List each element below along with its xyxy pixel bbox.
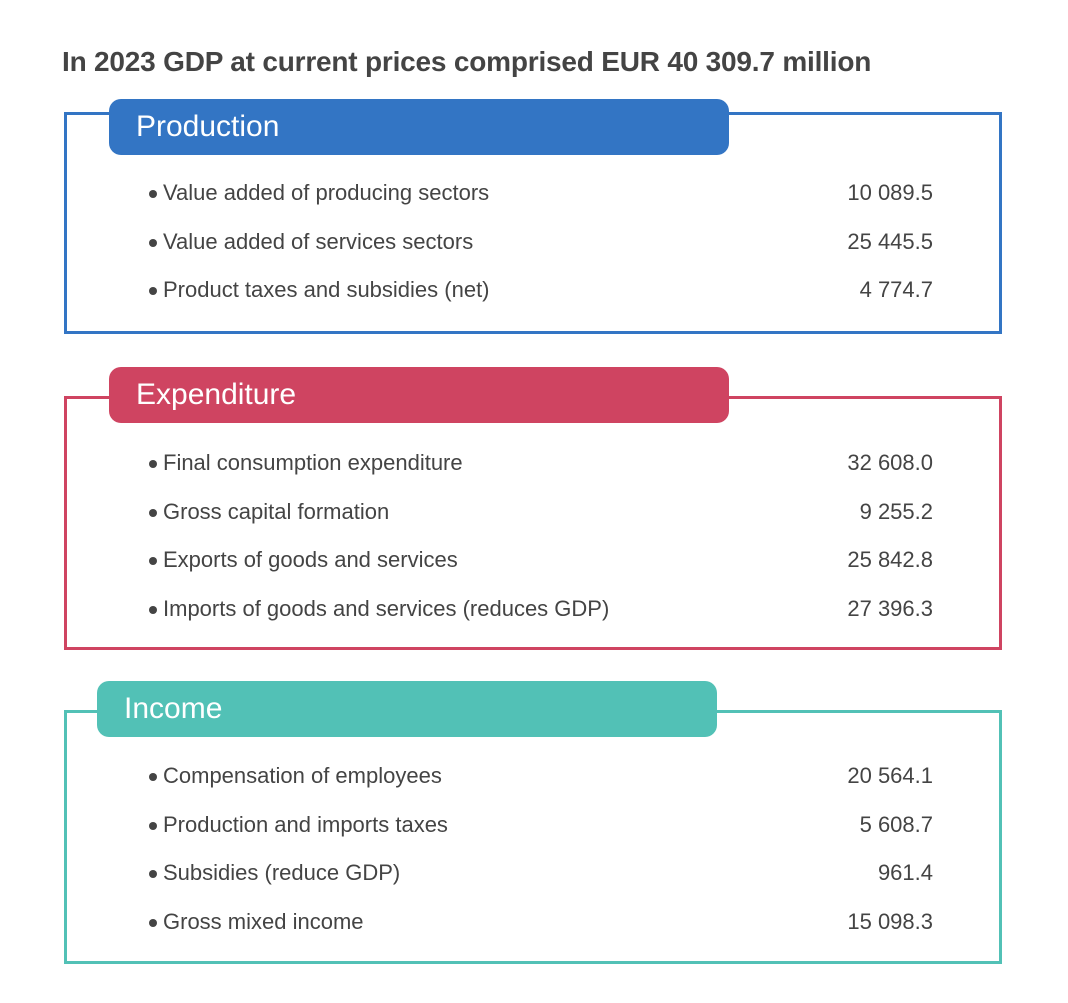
item-label: Product taxes and subsidies (net) [163, 277, 490, 302]
item-label: Production and imports taxes [163, 811, 448, 837]
item-value: 9 255.2 [859, 498, 933, 524]
list-item: Final consumption expenditure 32 608.0 [149, 448, 933, 478]
item-label: Final consumption expenditure [163, 450, 463, 475]
item-value: 4 774.7 [859, 277, 933, 302]
item-value: 10 089.5 [847, 180, 933, 205]
item-value: 25 445.5 [847, 228, 933, 254]
list-item: Value added of services sectors 25 445.5 [149, 227, 933, 257]
list-item: Imports of goods and services (reduces G… [149, 594, 933, 624]
bullet-icon [149, 508, 157, 517]
income-header: Income [97, 681, 717, 737]
bullet-icon [149, 460, 157, 468]
bullet-icon [149, 773, 157, 781]
list-item: Gross capital formation 9 255.2 [149, 497, 933, 527]
bullet-icon [149, 190, 157, 198]
page-title: In 2023 GDP at current prices comprised … [62, 46, 872, 77]
list-item: Production and imports taxes 5 608.7 [149, 810, 933, 840]
item-value: 20 564.1 [847, 763, 933, 788]
bullet-icon [149, 918, 157, 927]
item-value: 5 608.7 [859, 811, 933, 837]
bullet-icon [149, 821, 157, 830]
item-value: 32 608.0 [847, 450, 933, 475]
bullet-icon [149, 287, 157, 295]
item-label: Compensation of employees [163, 763, 442, 788]
expenditure-section: Final consumption expenditure 32 608.0 Gro… [64, 396, 1002, 650]
list-item: Exports of goods and services 25 842.8 [149, 545, 933, 575]
item-label: Exports of goods and services [163, 547, 458, 572]
expenditure-header: Expenditure [109, 367, 729, 423]
item-value: 961.4 [877, 860, 933, 885]
bullet-icon [149, 605, 157, 614]
production-section: Value added of producing sectors 10 089.5… [64, 112, 1002, 334]
list-item: Compensation of employees 20 564.1 [149, 761, 933, 791]
item-value: 25 842.8 [847, 547, 933, 572]
income-section: Compensation of employees 20 564.1 Product… [64, 710, 1002, 964]
item-label: Value added of services sectors [163, 228, 474, 254]
item-label: Imports of goods and services (reduces G… [163, 595, 610, 621]
bullet-icon [149, 238, 157, 247]
item-value: 27 396.3 [847, 595, 933, 621]
list-item: Gross mixed income 15 098.3 [149, 907, 933, 937]
list-item: Subsidies (reduce GDP) 961.4 [149, 858, 933, 888]
item-label: Subsidies (reduce GDP) [163, 860, 401, 885]
item-value: 15 098.3 [847, 908, 933, 934]
list-item: Product taxes and subsidies (net) 4 774.7 [149, 275, 933, 305]
item-label: Gross capital formation [163, 498, 390, 524]
bullet-icon [149, 557, 157, 565]
item-label: Value added of producing sectors [163, 180, 490, 205]
bullet-icon [149, 870, 157, 878]
list-item: Value added of producing sectors 10 089.5 [149, 178, 933, 208]
item-label: Gross mixed income [163, 908, 364, 934]
production-header: Production [109, 99, 729, 155]
